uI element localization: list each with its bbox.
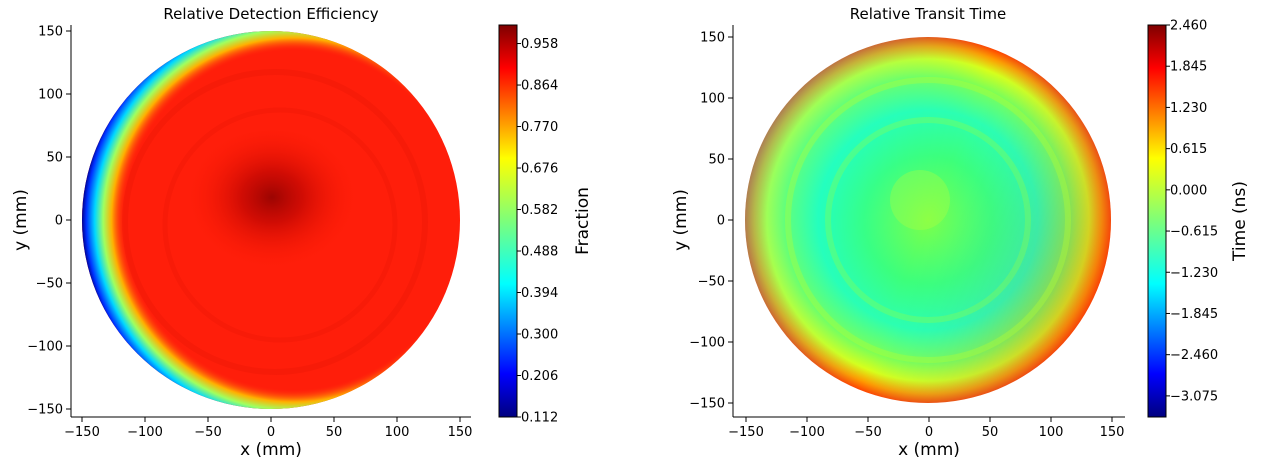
transit-center-spot [890, 170, 950, 230]
y-tick-label: 0 [55, 214, 63, 229]
y-tick-label: −50 [698, 275, 725, 290]
colorbar-tick-label: 0.770 [521, 120, 558, 135]
transit-heatmap [745, 37, 1111, 403]
colorbar-tick-label: 0.582 [521, 203, 558, 218]
x-tick-label: −150 [64, 425, 100, 440]
x-tick-label: −50 [854, 425, 881, 440]
colorbar-tick-label: 0.864 [521, 79, 558, 94]
x-tick-label: 150 [1100, 425, 1125, 440]
colorbar-tick-label: 1.230 [1170, 101, 1207, 116]
y-tick-label: 0 [717, 214, 725, 229]
efficiency-colorbar [498, 24, 518, 418]
transit-colorbar [1147, 24, 1167, 418]
transit-colorbar-label: Time (ns) [1230, 181, 1250, 262]
y-tick-label: −100 [27, 340, 63, 355]
efficiency-ring [122, 69, 428, 375]
x-tick-label: −150 [728, 425, 764, 440]
colorbar-tick-label: 0.300 [521, 328, 558, 343]
transit-x-ticks: −150 −100 −50 0 50 100 150 [728, 417, 1124, 440]
x-tick-label: −100 [789, 425, 825, 440]
colorbar-tick-label: −1.845 [1170, 307, 1218, 322]
colorbar-tick-label: 0.676 [521, 162, 558, 177]
y-tick-label: 100 [38, 88, 63, 103]
efficiency-colorbar-label: Fraction [573, 187, 593, 255]
x-tick-label: 100 [1039, 425, 1064, 440]
transit-colorbar-ticks: 2.460 1.845 1.230 0.615 0.000 −0.615 −1.230 −1.… [1166, 19, 1218, 404]
efficiency-x-label: x (mm) [240, 440, 302, 460]
transit-y-ticks: 150 100 50 0 −50 −100 −150 [689, 31, 733, 412]
transit-panel: Relative Transit Time −150 −100 −50 0 50 100 1… [671, 5, 1250, 460]
transit-tilt-overlay [745, 37, 1111, 403]
x-tick-label: −100 [127, 425, 163, 440]
colorbar-tick-label: −3.075 [1170, 389, 1218, 404]
y-tick-label: −100 [689, 336, 725, 351]
efficiency-panel: Relative Detection Efficiency −150 −100 −5… [11, 5, 593, 460]
y-tick-label: 150 [700, 31, 725, 46]
y-tick-label: 50 [708, 153, 725, 168]
y-tick-label: −150 [689, 397, 725, 412]
colorbar-tick-label: 0.615 [1170, 142, 1207, 157]
colorbar-tick-label: 0.112 [521, 411, 558, 426]
transit-ring [785, 77, 1071, 363]
x-tick-label: 50 [326, 425, 343, 440]
efficiency-center-region [177, 130, 367, 290]
efficiency-ring [162, 107, 398, 343]
efficiency-colorbar-ticks: 0.958 0.864 0.770 0.676 0.582 0.488 0.394 0.300… [517, 37, 558, 426]
colorbar-tick-label: 1.845 [1170, 60, 1207, 75]
transit-ring [825, 117, 1031, 323]
colorbar-tick-label: −0.615 [1170, 225, 1218, 240]
x-tick-label: 150 [448, 425, 473, 440]
colorbar-tick-label: 2.460 [1170, 19, 1207, 34]
x-tick-label: 50 [982, 425, 999, 440]
transit-title: Relative Transit Time [850, 5, 1006, 23]
efficiency-heatmap [82, 31, 460, 409]
transit-x-label: x (mm) [898, 440, 960, 460]
colorbar-tick-label: 0.958 [521, 37, 558, 52]
efficiency-x-ticks: −150 −100 −50 0 50 100 150 [64, 417, 472, 440]
colorbar-tick-label: 0.488 [521, 245, 558, 260]
colorbar-tick-label: −2.460 [1170, 348, 1218, 363]
transit-y-label: y (mm) [671, 189, 691, 251]
y-tick-label: 100 [700, 92, 725, 107]
efficiency-y-ticks: 150 100 50 0 −50 −100 −150 [27, 25, 71, 418]
efficiency-title: Relative Detection Efficiency [163, 5, 378, 23]
x-tick-label: 0 [925, 425, 933, 440]
y-tick-label: 50 [46, 151, 63, 166]
colorbar-tick-label: 0.206 [521, 369, 558, 384]
colorbar-tick-label: −1.230 [1170, 266, 1218, 281]
y-tick-label: −50 [36, 277, 63, 292]
colorbar-tick-label: 0.394 [521, 286, 558, 301]
x-tick-label: −50 [194, 425, 221, 440]
efficiency-y-label: y (mm) [11, 189, 31, 251]
colorbar-tick-label: 0.000 [1170, 183, 1207, 198]
x-tick-label: 100 [385, 425, 410, 440]
x-tick-label: 0 [267, 425, 275, 440]
y-tick-label: 150 [38, 25, 63, 40]
y-tick-label: −150 [27, 403, 63, 418]
